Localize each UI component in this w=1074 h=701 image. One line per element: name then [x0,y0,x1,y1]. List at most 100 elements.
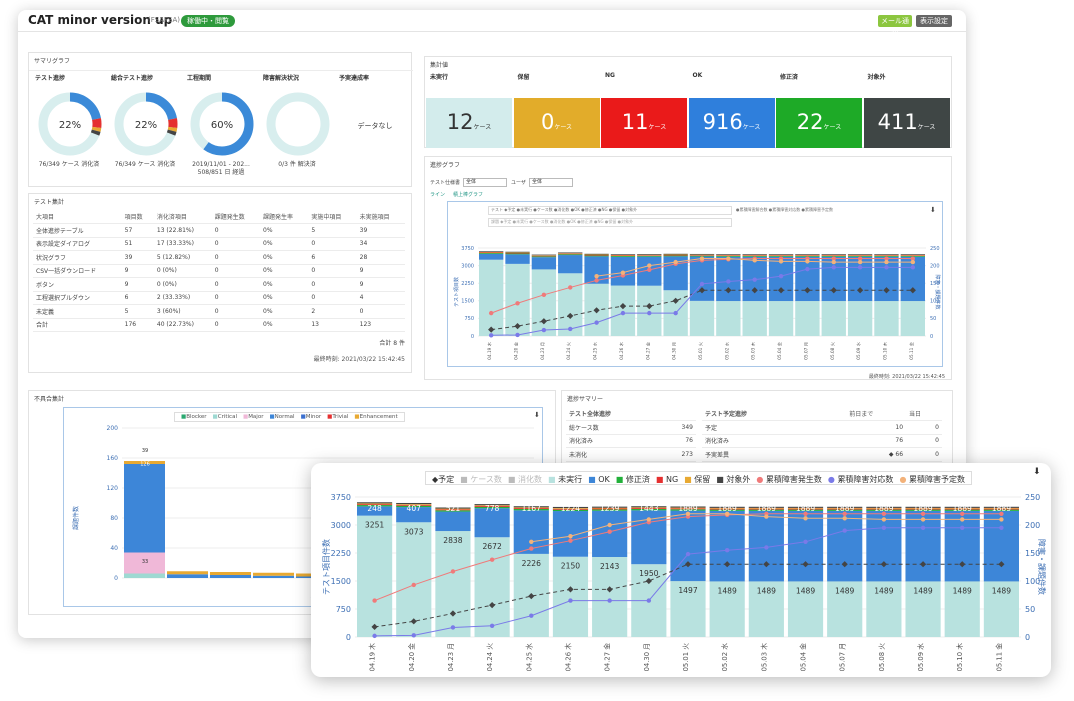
x-tick-label: 04.27 金 [644,341,651,360]
bar-未実行 [474,537,510,637]
legend-item[interactable]: ■ 消化数 [508,474,542,485]
bar-保留 [631,507,667,509]
bar-OK [552,511,589,557]
legend-swatch: ■ [300,414,306,420]
legend-item[interactable]: ● 累積障害対応数 [828,474,894,485]
legend-swatch: ■ [327,414,333,420]
legend-item[interactable]: ■Trivial [327,414,348,420]
legend-item[interactable]: ■Major [243,414,263,420]
bar-OK [357,506,393,516]
point-累積障害発生数 [960,511,965,516]
legend-item[interactable]: ■ ケース数 [460,474,502,485]
table-cell: ボタン [33,277,122,292]
bar-NG [827,508,863,510]
legend-item[interactable]: ■Minor [301,414,322,420]
progress-graph-panel: 進捗グラフ テスト仕様書 全体 ユーザ 全体 ライン 積上棒グラフ テスト ◆予… [424,156,952,380]
bar-mid-label: 1950 [639,569,658,578]
donut-progress-arc [190,92,254,156]
legend-item[interactable]: ● 累積障害予定数 [899,474,965,485]
legend-swatch: ■ [354,414,360,420]
bar-対象外 [821,254,846,255]
point-累積障害対応数 [646,598,652,603]
legend-item[interactable]: ◆予定 [432,474,454,485]
bar-NG [821,255,846,256]
status-badge: 稼働中・閲覧 [181,15,235,27]
mini-legend-row1[interactable]: テスト ◆予定 ●未実行 ●ケース数 ●消化数 ●OK ●修正済 ●NG ●保留… [488,206,732,215]
mini-legend-right[interactable]: ●累積障害解合数 ●累積障害対応数 ●累積障害予定数 [736,207,834,212]
point-累積障害対応数 [411,633,416,638]
point-累積障害発生数 [515,301,520,306]
x-tick-label: 04.25 水 [524,643,533,672]
table-cell: 0 [906,447,942,462]
user-select[interactable]: 全体 [529,178,573,187]
bar-対象外 [709,506,745,508]
y2-tick-label: 50 [1025,605,1035,614]
x-tick-label: 05.01 火 [698,341,704,360]
bar-保留 [983,507,1019,509]
kpi-unit: ケース [917,124,936,131]
legend-swatch: ■ [684,475,695,484]
legend-item[interactable]: ■Critical [213,414,237,420]
panel-title: 進捗サマリー [567,396,604,403]
bar-NG [552,508,589,510]
donut-chart: 60% [190,92,254,156]
point-累積障害予定数 [910,259,916,265]
mail-notify-button[interactable]: メール通知 [878,15,912,37]
legend-item[interactable]: ● 累積障害発生数 [756,474,822,485]
bar-mid-label: 1489 [992,586,1011,595]
legend-item[interactable]: ■ 対象外 [716,474,750,485]
line-chart-link[interactable]: ライン [430,192,446,198]
point-累積障害対応数 [842,528,847,533]
panel-title: サマリグラフ [34,58,71,65]
bar-対象外 [795,254,820,255]
download-icon[interactable]: ⬇ [534,411,540,419]
bar-対象外 [531,254,557,256]
bar-未実行 [874,301,899,336]
point-累積障害予定数 [685,511,691,516]
bar-対象外 [847,254,873,255]
legend-item[interactable]: ■Enhancement [354,414,397,420]
mini-legend-row2[interactable]: 課題 ◆予定 ●未実行 ●ケース数 ●消化数 ●OK ●修正済 ●NG ●保留 … [488,218,732,227]
legend-item[interactable]: ■ OK [588,475,610,484]
spec-select[interactable]: 全体 [463,178,507,187]
bar-segment [124,552,165,574]
kpi-label: 保留 [517,74,530,81]
bar-mid-label: 1489 [757,586,776,595]
bar-NG [900,255,925,256]
point-累積障害予定数 [960,517,965,522]
table-cell: 40 (22.73%) [153,318,212,332]
x-tick-label: 04.26 木 [563,643,572,672]
table-body: 全体進捗テーブル 57 13 (22.81%) 0 0% 5 39 表示設定ダイアログ 51 17… [33,223,405,332]
bar-保留 [357,503,393,505]
project-code: (FSAFSA) [148,16,180,24]
legend-item[interactable]: ■ 保留 [684,474,710,485]
point-累積障害予定数 [594,273,599,279]
bar-未実行 [531,269,557,336]
download-icon[interactable]: ⬇ [1033,467,1041,477]
legend-item[interactable]: ■Blocker [181,414,207,420]
chart-legend[interactable]: ◆予定 ■ ケース数 ■ 消化数 ■ 未実行 ■ OK ■ 修正済 ■ NG ■ 保留 ■ 対象… [425,471,972,485]
bar-OK [531,257,557,270]
download-icon[interactable]: ⬇ [930,206,936,214]
x-tick-label: 04.30 月 [672,342,678,360]
x-tick-label: 04.23 月 [447,643,455,671]
table-row: 消化済み 76 0 [702,434,942,448]
bar-修正済 [983,509,1019,511]
y-tick-label: 2250 [461,281,474,287]
table-cell: 0 [906,420,942,435]
point-累積障害予定数 [699,256,705,261]
table-row: CSV一括ダウンロード 9 0 (0%) 0 0% 0 9 [33,264,405,278]
kpi-unit: ケース [648,124,667,131]
table-cell: 未消化 [566,447,663,462]
defects-legend[interactable]: ■Blocker ■Critical ■Major ■Normal ■Minor ■Tri… [174,412,405,422]
display-settings-button[interactable]: 表示設定 [916,15,952,27]
legend-item[interactable]: ■ 修正済 [616,474,650,485]
legend-item[interactable]: ■Normal [269,414,294,420]
table-cell: 28 [356,250,405,265]
legend-item[interactable]: ■ 未実行 [548,474,582,485]
bar-NG [631,508,667,510]
table-cell: 0 [308,291,357,305]
stacked-bar-link[interactable]: 積上棒グラフ [453,192,484,198]
legend-item[interactable]: ■ NG [656,475,678,484]
kpi-number: 411 [877,110,918,134]
